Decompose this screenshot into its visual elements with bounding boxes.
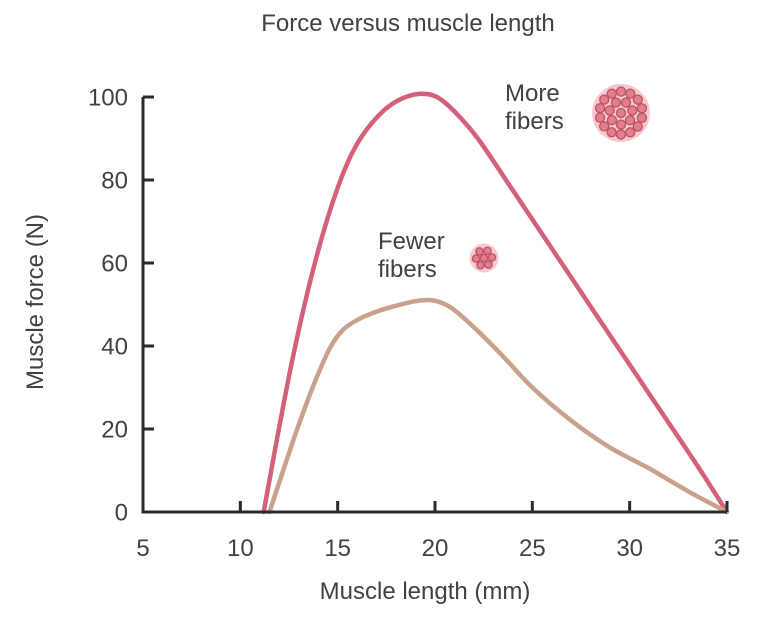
x-tick-label: 20 xyxy=(422,535,449,562)
series-line-fewer-fibers xyxy=(267,297,730,515)
axes xyxy=(141,97,727,514)
fiber-dot xyxy=(479,253,489,263)
y-tick-label: 100 xyxy=(88,85,128,112)
fiber-dot xyxy=(632,94,644,105)
fiber-dot xyxy=(620,97,632,108)
y-tick-label: 60 xyxy=(101,251,128,278)
fiber-dot xyxy=(615,129,627,140)
annotation-more-fibers: More fibers xyxy=(505,80,564,135)
fiber-dot xyxy=(615,119,627,130)
chart-title: Force versus muscle length xyxy=(261,10,555,37)
fiber-dot xyxy=(483,246,492,256)
fiber-dot xyxy=(484,260,493,269)
fiber-dot xyxy=(594,112,606,123)
fiber-dot xyxy=(636,103,648,114)
fiber-dot xyxy=(615,107,627,119)
fiber-dot xyxy=(606,88,617,99)
y-tick-label: 80 xyxy=(101,168,128,195)
fiber-dot xyxy=(606,127,617,138)
fiber-dot xyxy=(475,247,484,256)
annotation-fewer-fibers: Fewer fibers xyxy=(378,228,445,283)
fiber-dot xyxy=(606,115,618,126)
fiber-dot xyxy=(625,127,636,138)
y-tick-label: 0 xyxy=(115,500,128,527)
fiber-dot xyxy=(599,94,610,105)
fiber-dot xyxy=(471,254,481,263)
fiber-dot xyxy=(604,105,615,116)
y-tick-label: 20 xyxy=(101,417,128,444)
fiber-dot xyxy=(625,88,636,99)
fiber-dot xyxy=(632,121,643,132)
fiber-dot xyxy=(594,102,606,114)
x-tick-label: 5 xyxy=(136,535,149,562)
x-tick-label: 10 xyxy=(227,535,254,562)
x-tick-label: 35 xyxy=(714,535,741,562)
x-tick-label: 25 xyxy=(519,535,546,562)
fiber-dot xyxy=(624,115,636,126)
fiber-dot xyxy=(627,105,638,116)
x-tick-label: 30 xyxy=(616,535,643,562)
fiber-dot xyxy=(610,97,622,108)
fiber-dot xyxy=(487,253,497,262)
x-axis-label: Muscle length (mm) xyxy=(319,578,531,605)
fiber-dot xyxy=(636,112,648,124)
y-axis-label: Muscle force (N) xyxy=(22,213,49,391)
x-tick-label: 15 xyxy=(324,535,351,562)
fiber-dot xyxy=(615,86,627,97)
fiber-dot xyxy=(598,121,610,132)
series-line-more-fibers xyxy=(261,91,730,515)
fiber-dot xyxy=(476,260,485,270)
y-tick-label: 40 xyxy=(101,334,128,361)
